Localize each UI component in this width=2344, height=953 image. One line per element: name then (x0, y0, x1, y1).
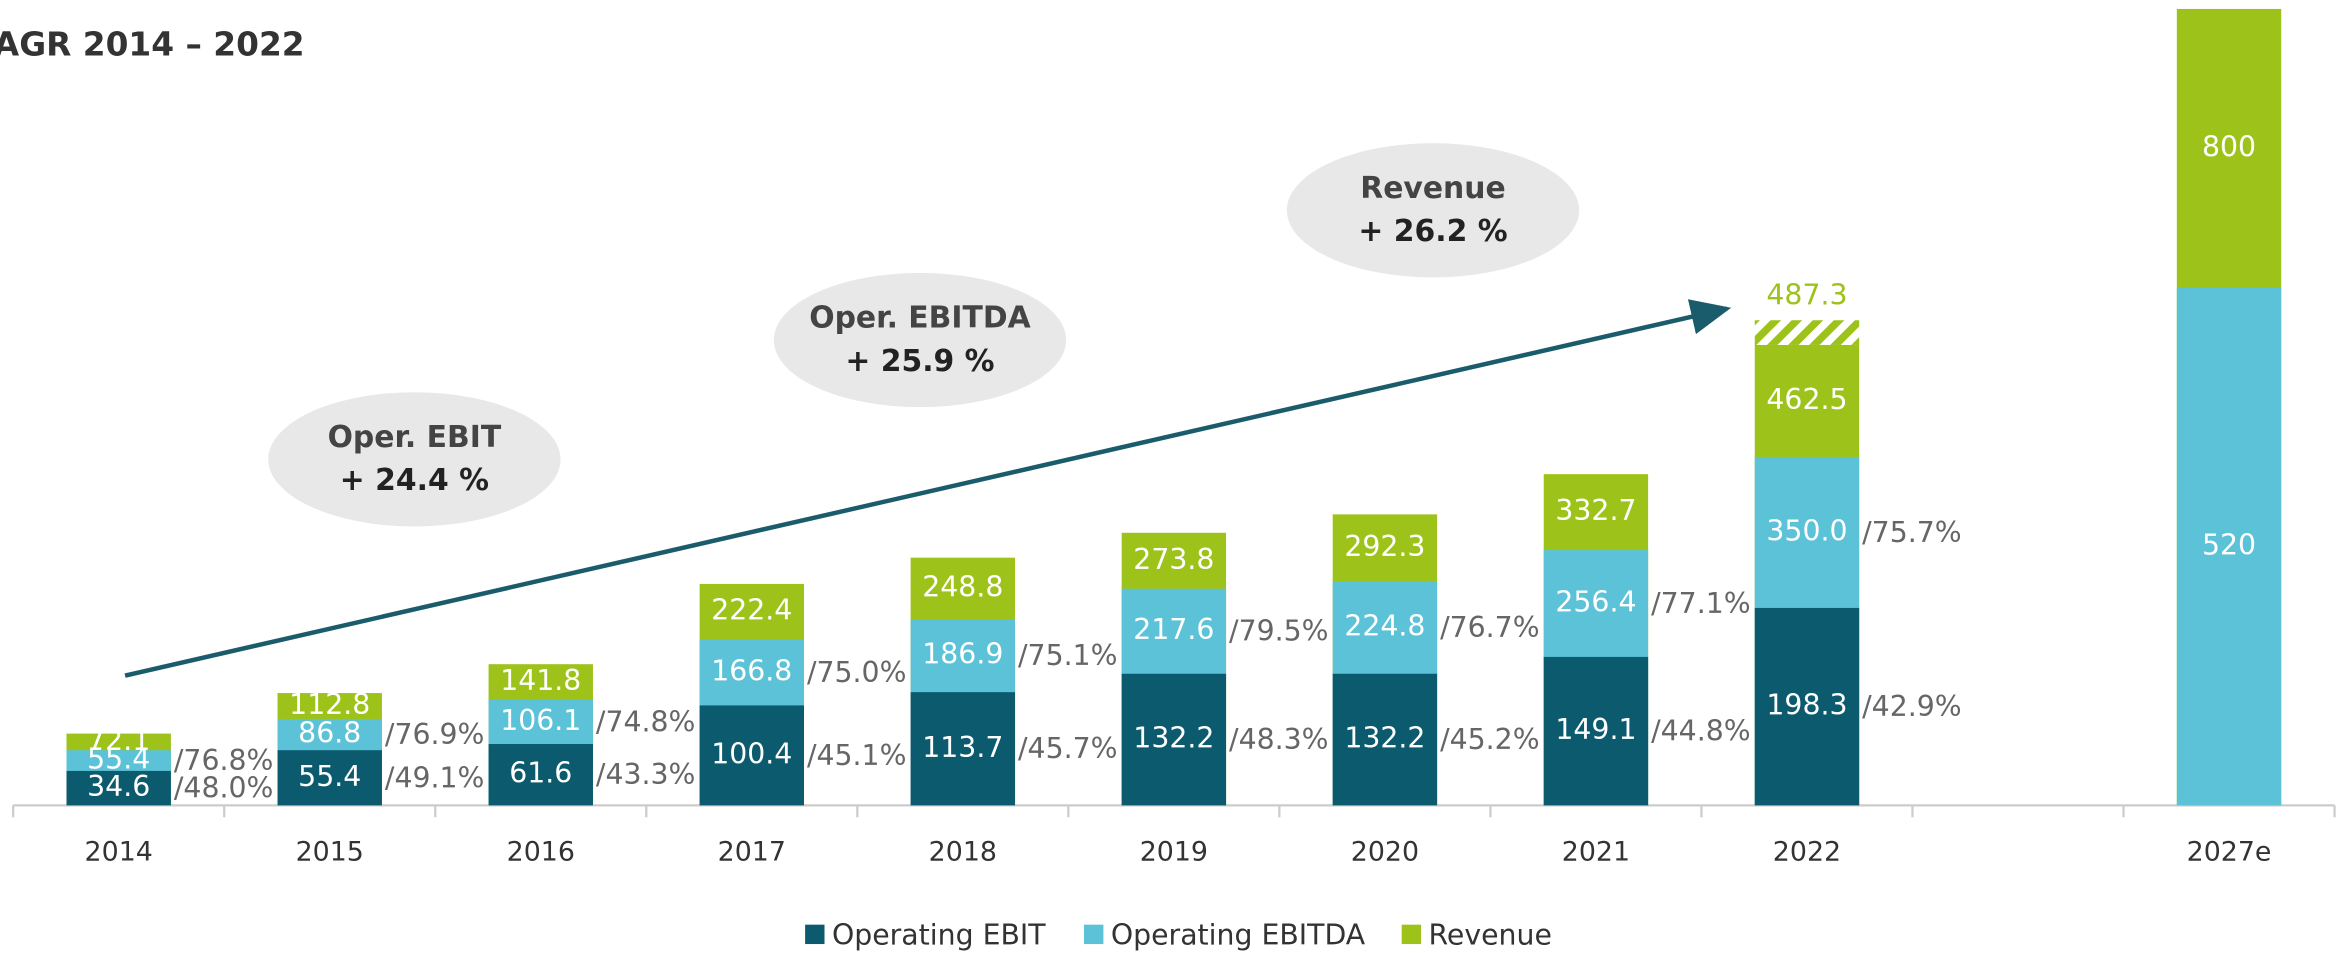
cagr-label: Oper. EBIT (328, 420, 502, 455)
value-label: 292.3 (1344, 530, 1425, 563)
x-tick-label: 2018 (929, 837, 997, 868)
value-label: 86.8 (298, 717, 361, 750)
value-label: 113.7 (922, 731, 1003, 764)
value-label: 61.6 (509, 757, 572, 790)
cagr-label: Oper. EBITDA (809, 301, 1030, 336)
margin-label: /44.8% (1651, 715, 1751, 748)
value-label: 350.0 (1766, 514, 1847, 547)
margin-label: /79.5% (1229, 615, 1329, 648)
margin-label: /76.7% (1440, 611, 1540, 644)
margin-label: /75.7% (1862, 516, 1962, 549)
x-tick-label: 2021 (1562, 837, 1630, 868)
margin-label: /43.3% (596, 758, 696, 791)
value-label: 132.2 (1344, 722, 1425, 755)
value-label: 55.4 (298, 760, 361, 793)
margin-label: /42.9% (1862, 690, 1962, 723)
value-label: 141.8 (500, 664, 581, 697)
value-label: 332.7 (1555, 494, 1636, 527)
margin-label: /75.0% (807, 656, 907, 689)
cagr-bubble (268, 392, 561, 527)
bar (910, 692, 1016, 806)
bar (1332, 673, 1438, 806)
x-tick-label: 2020 (1351, 837, 1419, 868)
value-label: 149.1 (1555, 713, 1636, 746)
bar (1543, 656, 1649, 806)
bar (699, 705, 804, 806)
margin-label: /45.7% (1018, 732, 1118, 765)
value-label: 462.5 (1766, 383, 1847, 416)
value-label: 224.8 (1344, 610, 1425, 643)
legend-swatch (1401, 924, 1422, 945)
value-label: 100.4 (711, 737, 792, 770)
x-tick-label: 2019 (1140, 837, 1208, 868)
value-label: 112.8 (289, 688, 370, 721)
x-tick-label: 2015 (296, 837, 364, 868)
x-tick-label: 2027e (2187, 837, 2272, 868)
chart-title: AGR 2014 – 2022 (0, 26, 305, 64)
value-label: 132.2 (1133, 722, 1214, 755)
cagr-bubble (773, 272, 1067, 408)
margin-label: /48.3% (1229, 723, 1329, 756)
value-label: 55.4 (87, 743, 150, 776)
cagr-value: + 25.9 % (845, 344, 994, 379)
margin-label: /75.1% (1018, 639, 1118, 672)
value-label: 217.6 (1133, 613, 1214, 646)
bar (2176, 287, 2282, 806)
value-label: 72.1 (87, 724, 150, 757)
value-label: 186.9 (922, 638, 1003, 671)
margin-label: /48.0% (174, 772, 274, 805)
legend-label: Operating EBIT (832, 919, 1046, 952)
cagr-label: Revenue (1360, 171, 1506, 206)
value-label: 222.4 (711, 594, 792, 627)
legend-label: Revenue (1429, 919, 1552, 952)
value-label: 256.4 (1555, 586, 1636, 619)
value-label: 273.8 (1133, 543, 1214, 576)
x-tick-label: 2014 (85, 837, 153, 868)
margin-label: /74.8% (596, 705, 696, 738)
cagr-value: + 24.4 % (340, 463, 489, 498)
margin-label: /49.1% (385, 761, 485, 794)
value-label: 520 (2202, 529, 2256, 562)
bar (66, 770, 171, 806)
bar (1121, 673, 1227, 806)
cagr-value: + 26.2 % (1358, 214, 1507, 249)
margin-label: /45.2% (1440, 723, 1540, 756)
x-tick-label: 2022 (1773, 837, 1841, 868)
legend-swatch (1084, 924, 1104, 945)
hatched-label: 487.3 (1766, 278, 1847, 311)
legend-swatch (805, 924, 825, 945)
x-tick-label: 2016 (507, 837, 575, 868)
margin-label: /77.1% (1651, 587, 1751, 620)
bar (488, 744, 593, 806)
value-label: 166.8 (711, 654, 792, 687)
margin-label: /45.1% (807, 739, 907, 772)
value-label: 248.8 (922, 570, 1003, 603)
bar (277, 750, 382, 806)
trend-arrow (124, 299, 1732, 678)
margin-label: /76.9% (385, 718, 485, 751)
margin-label: /76.8% (174, 744, 274, 777)
bar (1754, 607, 1860, 806)
hatched-bar (1754, 320, 1860, 345)
value-label: 198.3 (1766, 689, 1847, 722)
value-label: 106.1 (500, 704, 581, 737)
x-tick-label: 2017 (718, 837, 786, 868)
legend-label: Operating EBITDA (1111, 919, 1366, 952)
value-label: 800 (2202, 130, 2256, 163)
cagr-bubble (1286, 143, 1580, 278)
value-label: 34.6 (87, 770, 150, 803)
